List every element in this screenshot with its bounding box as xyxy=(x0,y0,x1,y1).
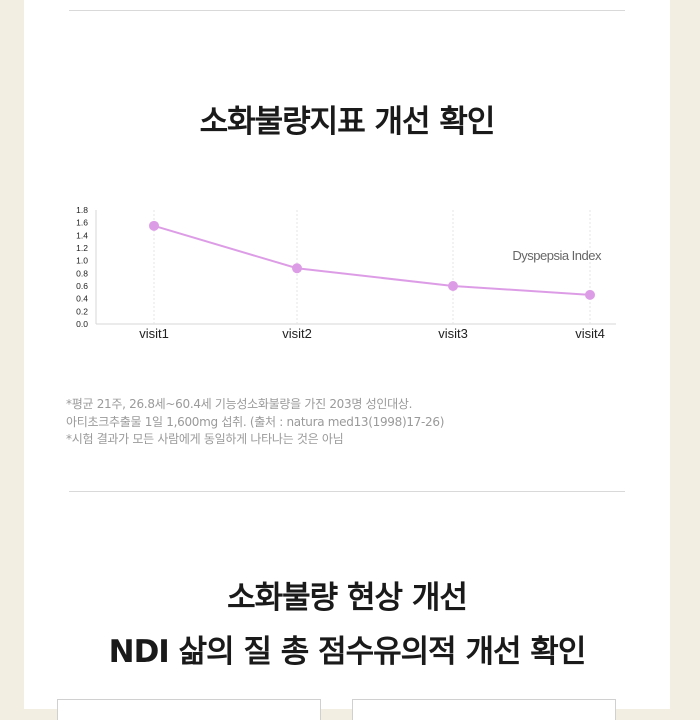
content-panel: 소화불량지표 개선 확인 1.8 1.6 1.4 1.2 1.0 0.8 0.6 0.4 0.2… xyxy=(24,0,670,720)
x-tick-label: visit2 xyxy=(282,326,312,341)
y-tick-label: 0.4 xyxy=(76,294,88,304)
section-title-ndi: NDI 삶의 질 총 점수유의적 개선 확인 xyxy=(108,634,587,670)
y-tick-label: 0.8 xyxy=(76,268,88,278)
data-point xyxy=(448,281,458,291)
x-tick-label: visit4 xyxy=(575,326,605,341)
x-tick-label: visit3 xyxy=(438,326,468,341)
section-title-dyspepsia: 소화불량지표 개선 확인 xyxy=(199,104,496,140)
line-chart-svg: 1.8 1.6 1.4 1.2 1.0 0.8 0.6 0.4 0.2 0.0 visit1 visi… xyxy=(76,205,616,341)
footnotes: *평균 21주, 26.8세~60.4세 기능성소화불량을 가진 203명 성인… xyxy=(66,396,626,449)
card-left xyxy=(57,699,321,720)
data-point xyxy=(585,289,595,300)
series-line xyxy=(153,224,591,296)
y-tick-label: 1.2 xyxy=(76,243,88,253)
middle-divider xyxy=(69,491,625,492)
x-tick-label: visit1 xyxy=(139,326,169,341)
y-tick-label: 0.6 xyxy=(76,281,88,291)
footnote-line: *평균 21주, 26.8세~60.4세 기능성소화불량을 가진 203명 성인… xyxy=(66,397,413,411)
dyspepsia-chart: 1.8 1.6 1.4 1.2 1.0 0.8 0.6 0.4 0.2 0.0 visit1 visi… xyxy=(24,200,670,350)
y-tick-label: 0.2 xyxy=(76,306,88,316)
legend-label: Dyspepsia Index xyxy=(512,248,602,263)
card-right xyxy=(352,699,616,720)
y-tick-label: 1.0 xyxy=(76,256,88,266)
y-tick-label: 0.0 xyxy=(76,319,88,329)
footnote-line: *시험 결과가 모든 사람에게 동일하게 나타나는 것은 아님 xyxy=(66,432,344,446)
footnote-line: 아티초크추출물 1일 1,600mg 섭취. (출처 : natura med1… xyxy=(66,414,445,429)
y-tick-label: 1.8 xyxy=(76,205,88,215)
data-point xyxy=(292,263,302,274)
y-tick-label: 1.6 xyxy=(76,218,88,228)
data-point xyxy=(149,220,159,231)
top-divider xyxy=(69,10,625,11)
y-tick-label: 1.4 xyxy=(76,230,88,240)
section-title-symptom: 소화불량 현상 개선 xyxy=(227,580,468,616)
